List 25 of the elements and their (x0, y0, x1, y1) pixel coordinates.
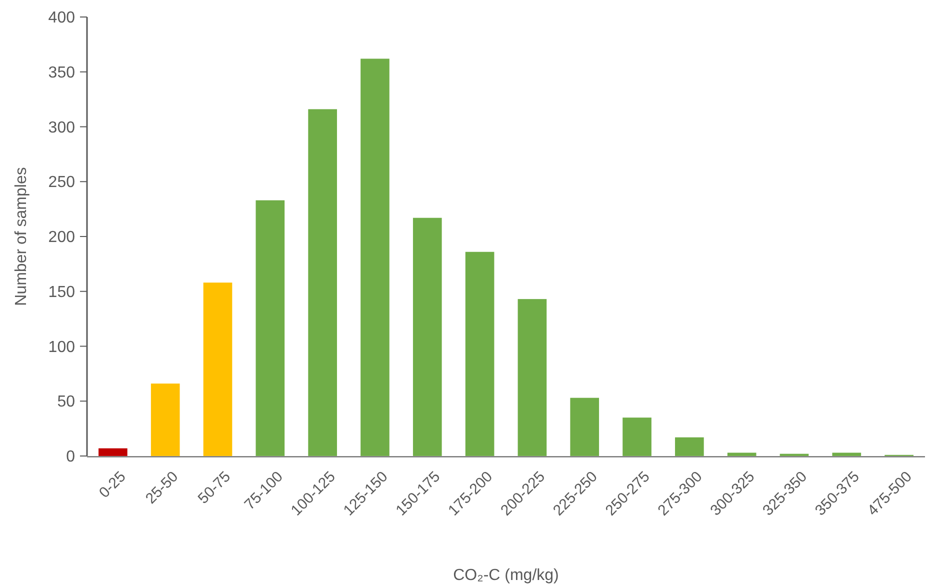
y-axis-title: Number of samples (13, 167, 30, 306)
bar (150, 384, 180, 456)
bar (256, 200, 285, 456)
y-tick-label: 50 (57, 394, 76, 411)
bar (360, 58, 390, 456)
y-tick-label: 350 (48, 64, 76, 82)
bar (308, 109, 337, 456)
y-tick-label: 200 (48, 229, 76, 246)
bar (518, 299, 547, 456)
x-axis-title: CO₂-C (mg/kg) (453, 567, 559, 584)
bar (675, 437, 704, 456)
y-tick-label: 0 (66, 448, 76, 466)
bar (570, 398, 600, 456)
bar (412, 218, 442, 456)
y-tick-label: 100 (48, 338, 76, 356)
bar (98, 448, 128, 456)
y-tick-label: 300 (48, 119, 76, 136)
bar (465, 252, 494, 456)
bar (203, 282, 232, 456)
bar (832, 452, 862, 456)
bar (727, 452, 756, 456)
y-tick-label: 150 (48, 284, 76, 301)
y-tick-label: 250 (48, 174, 76, 192)
bar (622, 418, 652, 456)
y-tick-label: 400 (48, 10, 76, 27)
